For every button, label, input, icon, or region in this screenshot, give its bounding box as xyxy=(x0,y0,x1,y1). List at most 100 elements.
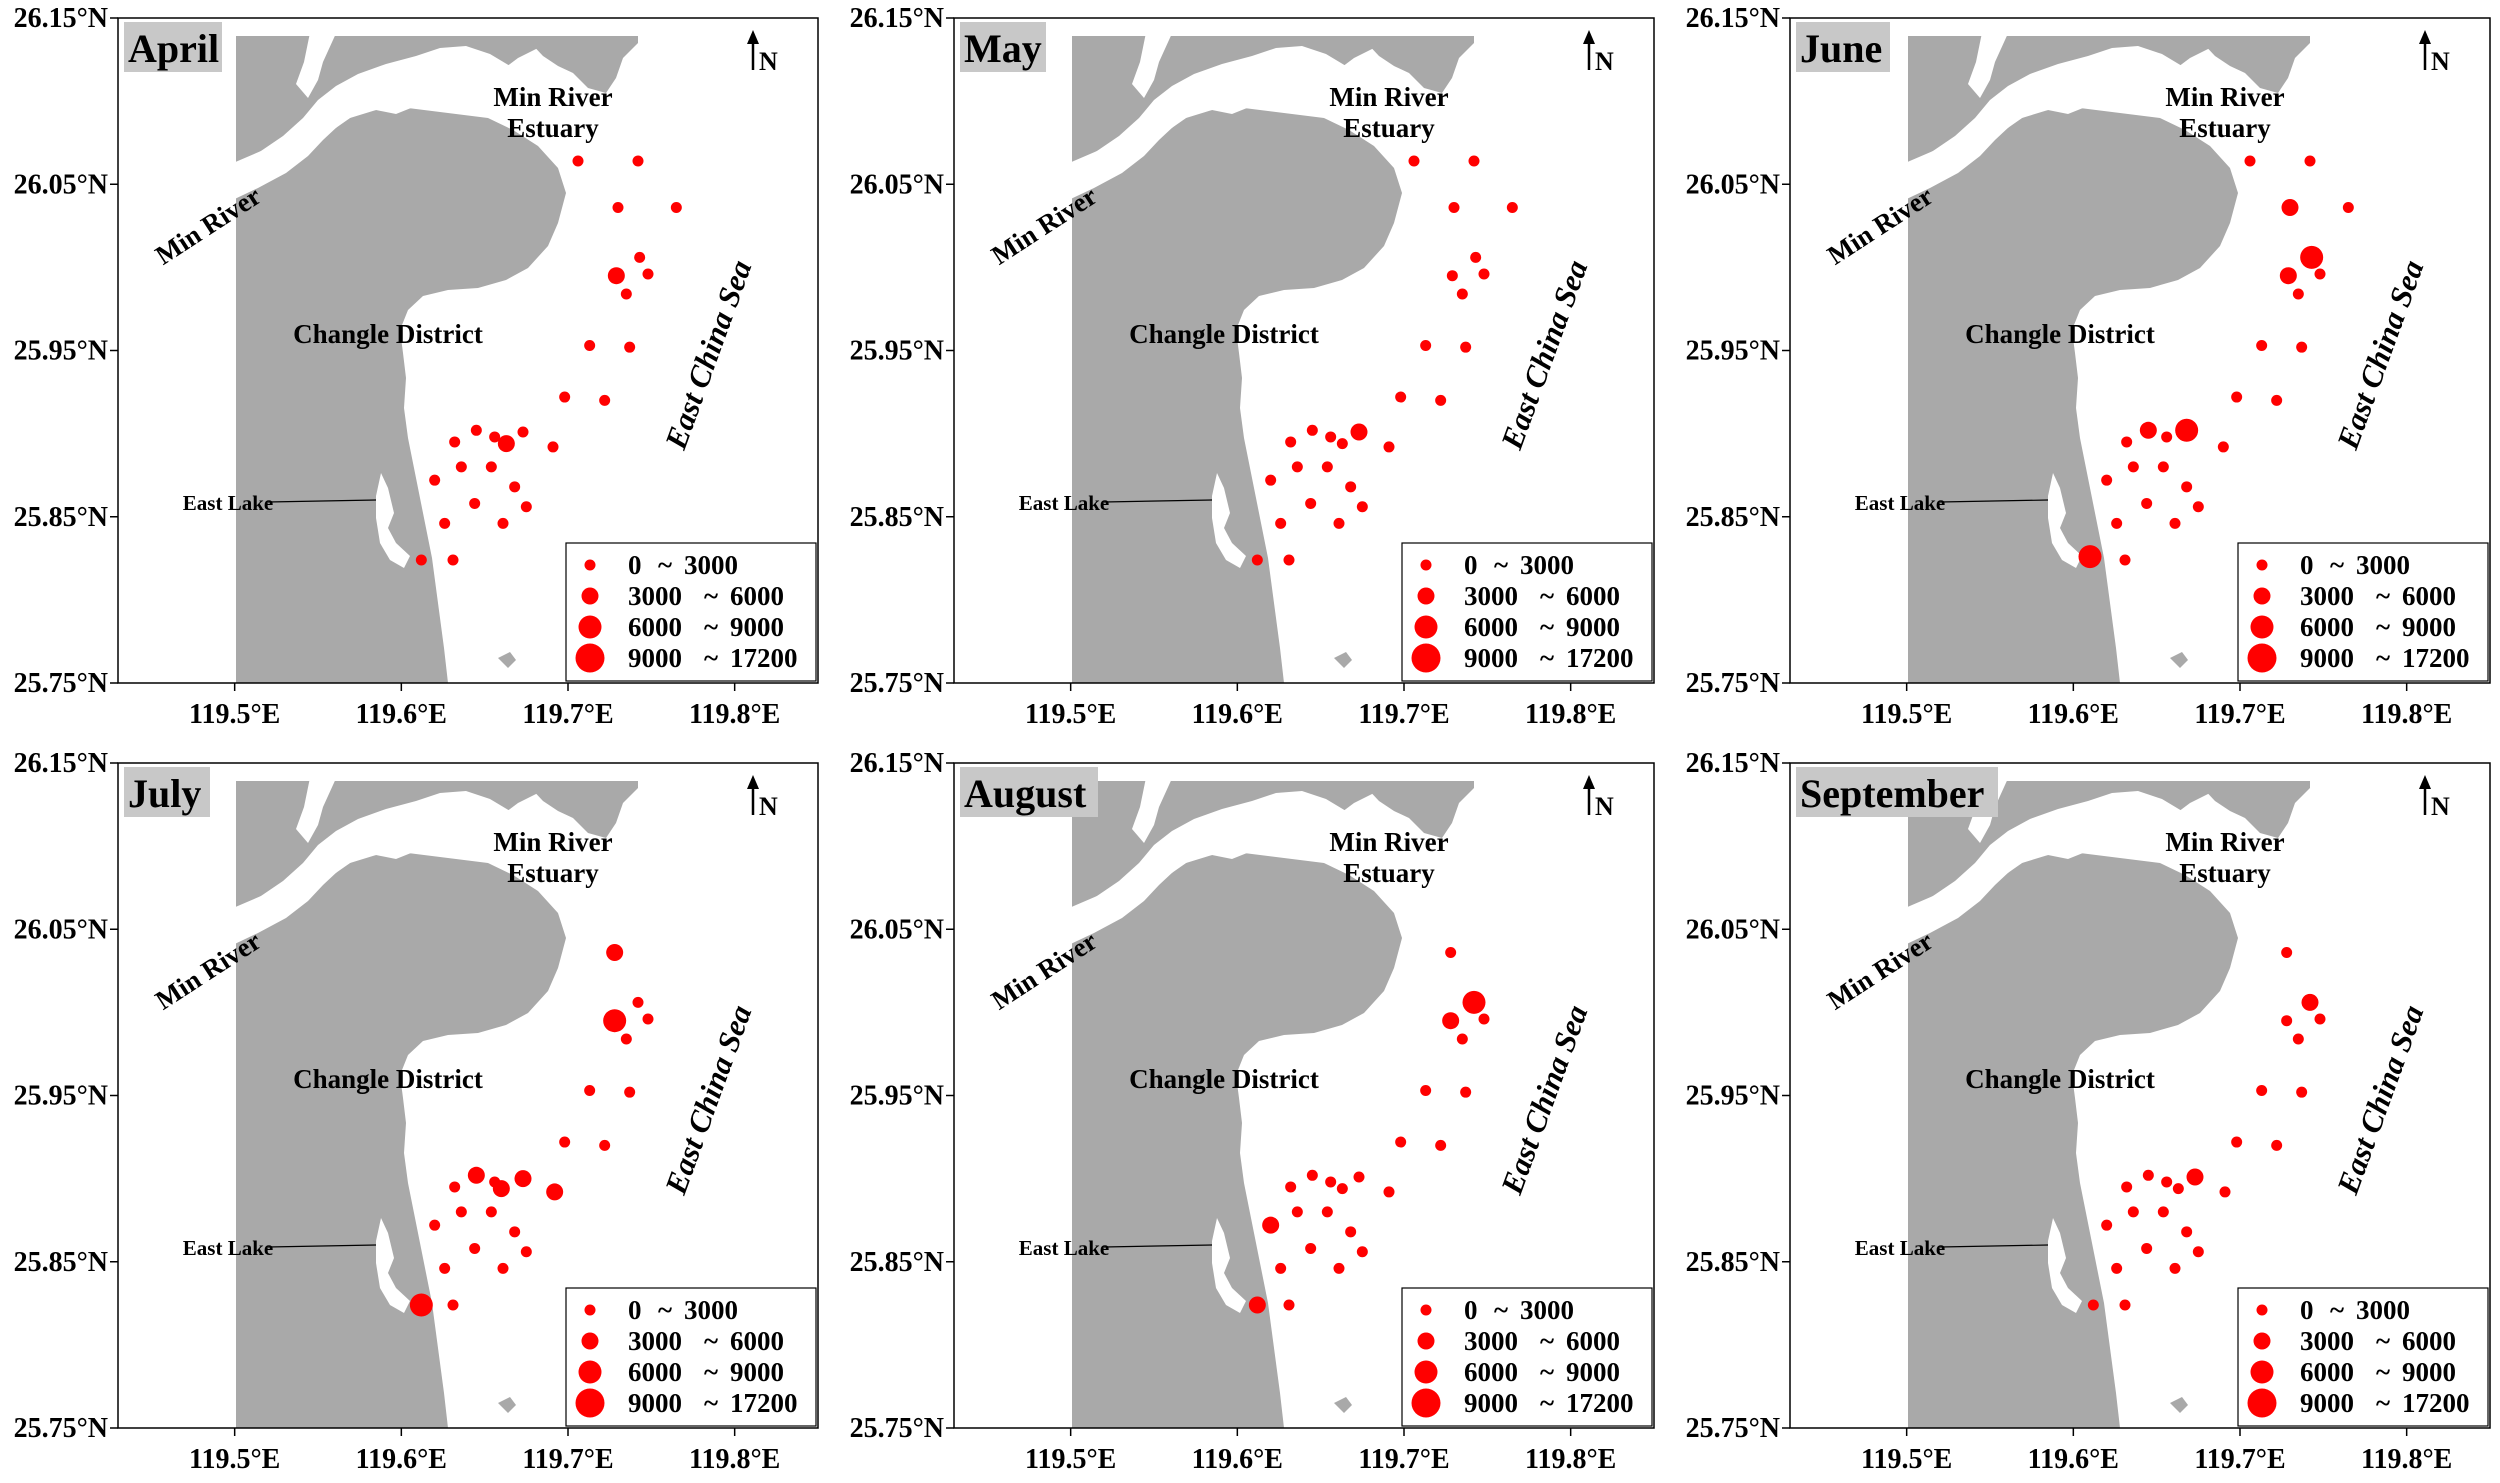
lat-tick-label: 26.15°N xyxy=(850,748,944,779)
station-marker xyxy=(2141,1242,2153,1254)
station-marker xyxy=(1446,270,1458,282)
district-label: Changle District xyxy=(1965,319,2155,349)
station-marker xyxy=(599,394,611,406)
station-marker xyxy=(2300,245,2324,269)
station-marker xyxy=(2169,1262,2181,1274)
station-marker xyxy=(1356,501,1368,513)
lon-tick-label: 119.8°E xyxy=(689,1444,780,1475)
lake-leader-line xyxy=(1103,1244,1213,1248)
legend-upper: 6000 xyxy=(2402,581,2456,611)
station-marker xyxy=(1321,1206,1333,1218)
station-marker xyxy=(492,1180,510,1198)
station-marker xyxy=(489,431,501,443)
legend-upper: 9000 xyxy=(730,1357,784,1387)
estuary-label-line1: Min River xyxy=(1329,82,1448,112)
lat-tick-label: 26.15°N xyxy=(850,3,944,34)
land-shape xyxy=(1908,108,2238,683)
station-marker xyxy=(2119,554,2131,566)
station-marker xyxy=(1468,155,1480,167)
legend-marker xyxy=(578,1360,602,1384)
estuary-label-line1: Min River xyxy=(2165,82,2284,112)
district-label: Changle District xyxy=(1129,319,1319,349)
estuary-label-line2: Estuary xyxy=(1343,858,1435,888)
land-shape xyxy=(236,108,566,683)
station-marker xyxy=(1345,481,1357,493)
station-marker xyxy=(1283,554,1295,566)
station-marker xyxy=(2101,474,2113,486)
legend-upper: 9000 xyxy=(2402,612,2456,642)
north-label: N xyxy=(1595,47,1614,76)
lon-tick-label: 119.5°E xyxy=(1025,699,1116,730)
lon-tick-label: 119.8°E xyxy=(689,699,780,730)
lat-tick-label: 26.15°N xyxy=(14,3,108,34)
legend-sep: ~ xyxy=(704,1357,718,1387)
station-marker xyxy=(1353,1171,1365,1183)
river-channel xyxy=(418,63,470,82)
station-marker xyxy=(603,1009,627,1033)
land-shape xyxy=(1359,36,1474,93)
station-marker xyxy=(2296,341,2308,353)
lon-tick-label: 119.5°E xyxy=(1025,1444,1116,1475)
legend-lower: 6000 xyxy=(2300,612,2354,642)
legend-lower: 0 xyxy=(1464,1295,1478,1325)
land-shape xyxy=(2170,1397,2188,1413)
river-channel xyxy=(236,46,588,199)
station-marker xyxy=(612,202,624,214)
station-marker xyxy=(485,1206,497,1218)
legend-lower: 6000 xyxy=(1464,1357,1518,1387)
legend-lower: 9000 xyxy=(1464,643,1518,673)
station-marker xyxy=(497,1262,509,1274)
lat-tick-label: 26.05°N xyxy=(14,914,108,945)
legend-sep: ~ xyxy=(1540,612,1554,642)
river-channel xyxy=(1072,791,1424,944)
north-arrow-icon xyxy=(1583,775,1595,815)
station-marker xyxy=(497,517,509,529)
lat-tick-label: 25.85°N xyxy=(14,1247,108,1278)
station-marker xyxy=(2161,431,2173,443)
month-label-box xyxy=(960,767,1098,817)
north-label: N xyxy=(759,792,778,821)
station-marker xyxy=(624,341,636,353)
lat-tick-label: 25.75°N xyxy=(1686,668,1780,699)
legend-sep: ~ xyxy=(2376,1357,2390,1387)
station-marker xyxy=(1383,1186,1395,1198)
station-marker xyxy=(2175,418,2199,442)
legend-lower: 9000 xyxy=(628,643,682,673)
lat-tick-label: 25.75°N xyxy=(14,668,108,699)
station-marker xyxy=(584,340,596,352)
river-channel xyxy=(1908,46,2260,199)
station-marker xyxy=(409,1293,433,1317)
legend-lower: 9000 xyxy=(628,1388,682,1418)
legend-upper: 9000 xyxy=(730,612,784,642)
lake-label: East Lake xyxy=(1019,491,1109,515)
station-marker xyxy=(559,1136,571,1148)
east-lake xyxy=(376,1218,410,1313)
north-label: N xyxy=(2431,792,2450,821)
east-lake xyxy=(376,473,410,568)
legend-marker xyxy=(2256,559,2268,571)
station-marker xyxy=(1291,461,1303,473)
station-marker xyxy=(2256,340,2268,352)
land-shape xyxy=(1359,781,1474,838)
station-marker xyxy=(2281,947,2293,959)
station-marker xyxy=(1462,990,1486,1014)
station-marker xyxy=(447,554,459,566)
legend-lower: 0 xyxy=(628,550,642,580)
station-marker xyxy=(1460,1086,1472,1098)
station-marker xyxy=(415,554,427,566)
lat-tick-label: 26.05°N xyxy=(850,914,944,945)
station-marker xyxy=(1285,436,1297,448)
station-marker xyxy=(2078,545,2102,569)
lat-tick-label: 25.85°N xyxy=(14,502,108,533)
map-panel-august: 26.15°N 26.05°N 25.95°N 25.85°N 25.75°N 119.5… xyxy=(850,748,1655,1475)
station-marker xyxy=(497,435,515,453)
lake-leader-line xyxy=(1103,499,1213,503)
estuary-label-line1: Min River xyxy=(493,827,612,857)
river-channel xyxy=(2090,63,2142,82)
station-marker xyxy=(1325,431,1337,443)
land-shape xyxy=(2170,652,2188,668)
station-marker xyxy=(2111,1262,2123,1274)
station-marker xyxy=(1445,947,1457,959)
estuary-label-line2: Estuary xyxy=(2179,113,2271,143)
